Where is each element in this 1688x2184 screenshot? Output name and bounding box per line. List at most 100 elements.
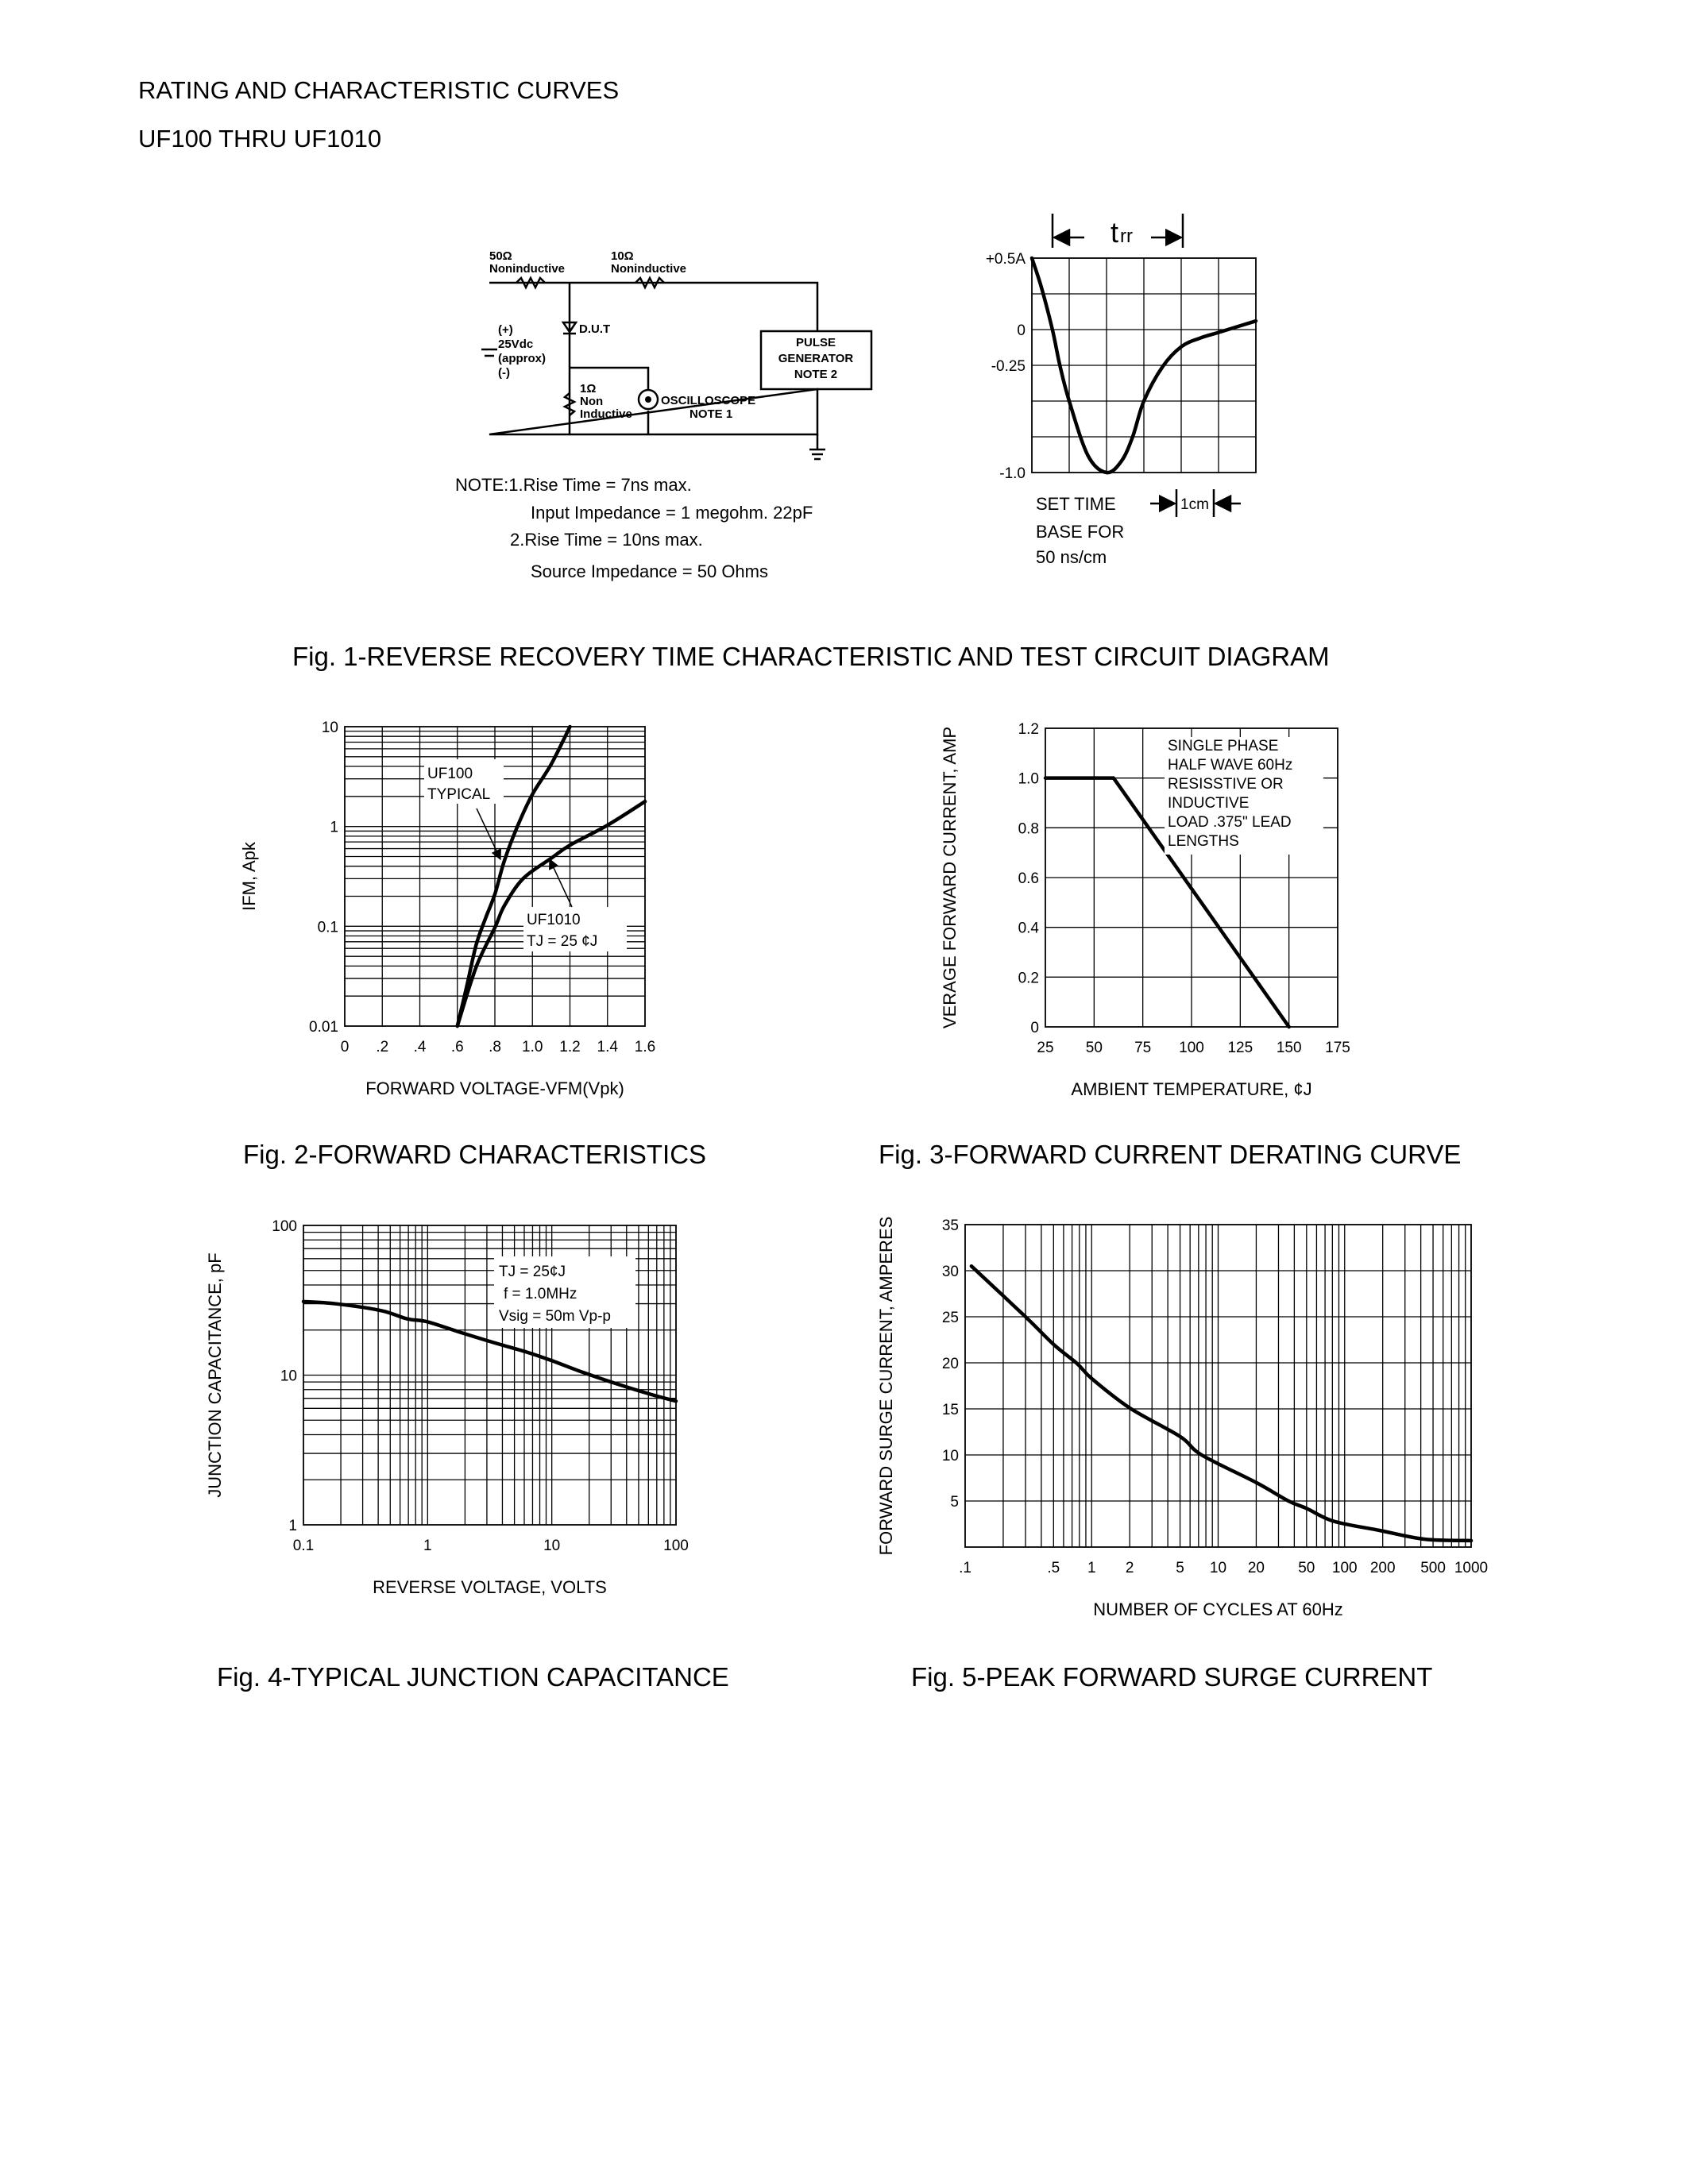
y-tick-label: -0.25 bbox=[991, 358, 1026, 375]
x-tick-label: 175 bbox=[1325, 1040, 1350, 1056]
x-axis-label: AMBIENT TEMPERATURE, ¢J bbox=[1071, 1079, 1311, 1099]
battery-symbol bbox=[481, 348, 497, 357]
series-line-1 bbox=[1029, 256, 1258, 475]
resistor-10-ohm bbox=[635, 276, 665, 290]
pulse-gen-label: NOTE 2 bbox=[794, 368, 837, 381]
plot-frame bbox=[1031, 257, 1257, 473]
x-tick-label: 10 bbox=[1210, 1560, 1226, 1576]
y-tick-label: 0.6 bbox=[1018, 870, 1039, 887]
x-tick-label: 75 bbox=[1134, 1040, 1151, 1056]
note-line: Input Impedance = 1 megohm. 22pF bbox=[531, 503, 813, 523]
x-tick-label: .5 bbox=[1047, 1560, 1060, 1576]
resistor-50-ohm bbox=[516, 276, 546, 290]
y-tick-label: +0.5A bbox=[986, 251, 1026, 268]
y-axis-label: JUNCTION CAPACITANCE, pF bbox=[205, 1252, 225, 1497]
x-tick-label: 0.1 bbox=[293, 1538, 314, 1554]
test-circuit-diagram: 50Ω Noninductive 10Ω Noninductive (+) 25… bbox=[481, 249, 873, 461]
note-line: 2.Rise Time = 10ns max. bbox=[510, 530, 703, 550]
page-title: RATING AND CHARACTERISTIC CURVES bbox=[138, 76, 619, 104]
note-line: HALF WAVE 60Hz bbox=[1168, 757, 1292, 774]
y-axis-label: IFM, Apk bbox=[239, 841, 259, 911]
x-tick-label: 50 bbox=[1298, 1560, 1315, 1576]
x-tick-label: .2 bbox=[376, 1039, 388, 1055]
plot-frame bbox=[964, 1224, 1472, 1548]
y-tick-label: 1 bbox=[288, 1518, 297, 1534]
supply-plus: (+) bbox=[498, 323, 513, 337]
note-line: INDUCTIVE bbox=[1168, 795, 1249, 812]
x-tick-label: 1.4 bbox=[597, 1039, 619, 1055]
x-tick-label: 150 bbox=[1277, 1040, 1302, 1056]
y-tick-label: 0.2 bbox=[1018, 970, 1039, 986]
y-tick-label: 35 bbox=[942, 1217, 959, 1234]
chart-5: .1.5 1 2 5 10 20 50 100 200 500 10005101520253035N… bbox=[876, 1217, 1488, 1619]
x-tick-label: .1 bbox=[959, 1560, 971, 1576]
oscilloscope-symbol bbox=[637, 388, 659, 411]
x-tick-label: 1.0 bbox=[522, 1039, 543, 1055]
series-line-1 bbox=[1043, 776, 1291, 1029]
x-tick-label: 20 bbox=[1248, 1560, 1265, 1576]
charts: +0.5A0-0.25-1.00.2.4.6.8 1.0 1.2 1.4 1.60.01… bbox=[205, 251, 1488, 1619]
resistor-1-ohm bbox=[562, 392, 577, 416]
supply-value: 25Vdc bbox=[498, 338, 533, 351]
x-tick-label: 1 bbox=[1087, 1560, 1096, 1576]
x-tick-label: 500 bbox=[1420, 1560, 1446, 1576]
uf100-label: UF100 bbox=[427, 766, 473, 782]
r3-value: 1Ω bbox=[580, 382, 596, 396]
y-tick-label: 100 bbox=[272, 1218, 297, 1235]
x-tick-label: 5 bbox=[1176, 1560, 1184, 1576]
fig3-annotations: SINGLE PHASE HALF WAVE 60Hz RESISSTIVE O… bbox=[1165, 737, 1323, 855]
note-line: LOAD .375" LEAD bbox=[1168, 814, 1292, 831]
x-tick-label: 100 bbox=[1332, 1560, 1358, 1576]
x-tick-label: 1.6 bbox=[635, 1039, 655, 1055]
y-tick-label: 0.8 bbox=[1018, 820, 1039, 837]
x-tick-label: 1 bbox=[423, 1538, 432, 1554]
y-tick-label: 20 bbox=[942, 1356, 959, 1372]
series-line-1 bbox=[301, 1299, 678, 1403]
set-time-label: BASE FOR bbox=[1036, 522, 1124, 542]
fig4-caption: Fig. 4-TYPICAL JUNCTION CAPACITANCE bbox=[217, 1662, 729, 1692]
x-axis-label: REVERSE VOLTAGE, VOLTS bbox=[373, 1577, 607, 1597]
y-axis-label: VERAGE FORWARD CURRENT, AMP bbox=[940, 727, 960, 1028]
series-line-1 bbox=[969, 1264, 1474, 1543]
diode-symbol bbox=[561, 321, 578, 335]
x-tick-label: 125 bbox=[1227, 1040, 1253, 1056]
x-tick-label: 10 bbox=[543, 1538, 560, 1554]
one-cm-marker: 1cm bbox=[1150, 489, 1241, 517]
dut-label: D.U.T bbox=[579, 322, 610, 336]
y-tick-label: -1.0 bbox=[999, 465, 1026, 482]
fig4-annotations: TJ = 25¢J f = 1.0MHz Vsig = 50m Vp-p bbox=[494, 1256, 635, 1328]
y-tick-label: 25 bbox=[942, 1310, 959, 1326]
y-tick-label: 0 bbox=[1017, 322, 1026, 339]
note-line: Vsig = 50m Vp-p bbox=[499, 1308, 611, 1325]
fig2-caption: Fig. 2-FORWARD CHARACTERISTICS bbox=[243, 1140, 706, 1169]
y-tick-label: 15 bbox=[942, 1402, 959, 1418]
x-tick-label: 25 bbox=[1037, 1040, 1053, 1056]
uf1010-label: UF1010 bbox=[527, 912, 581, 928]
r2-type: Noninductive bbox=[611, 262, 686, 276]
page-subtitle: UF100 THRU UF1010 bbox=[138, 125, 381, 152]
set-time-label: SET TIME bbox=[1036, 494, 1116, 514]
y-tick-label: 5 bbox=[950, 1494, 959, 1511]
supply-approx: (approx) bbox=[498, 352, 546, 365]
plot-frame bbox=[344, 726, 646, 1027]
fig2-annotations: UF100 TYPICAL UF1010 TJ = 25 ¢J bbox=[424, 759, 627, 951]
fig5-caption: Fig. 5-PEAK FORWARD SURGE CURRENT bbox=[911, 1662, 1432, 1692]
ground-icon bbox=[809, 434, 825, 461]
r1-value: 50Ω bbox=[489, 249, 512, 263]
pulse-generator-box bbox=[759, 330, 873, 391]
y-tick-label: 30 bbox=[942, 1264, 959, 1280]
y-tick-label: 10 bbox=[280, 1368, 297, 1385]
x-tick-label: 1.2 bbox=[559, 1039, 580, 1055]
note-line: NOTE:1.Rise Time = 7ns max. bbox=[455, 475, 692, 495]
x-tick-label: 2 bbox=[1126, 1560, 1134, 1576]
note-line: RESISSTIVE OR bbox=[1168, 776, 1284, 793]
x-tick-label: .4 bbox=[414, 1039, 427, 1055]
uf1010-tj-label: TJ = 25 ¢J bbox=[527, 933, 597, 950]
x-tick-label: 100 bbox=[663, 1538, 689, 1554]
note-line: SINGLE PHASE bbox=[1168, 738, 1278, 754]
x-tick-label: 200 bbox=[1370, 1560, 1396, 1576]
plot-frame bbox=[1045, 727, 1338, 1028]
y-tick-label: 0.1 bbox=[318, 919, 338, 936]
y-tick-label: 0 bbox=[1030, 1020, 1039, 1036]
